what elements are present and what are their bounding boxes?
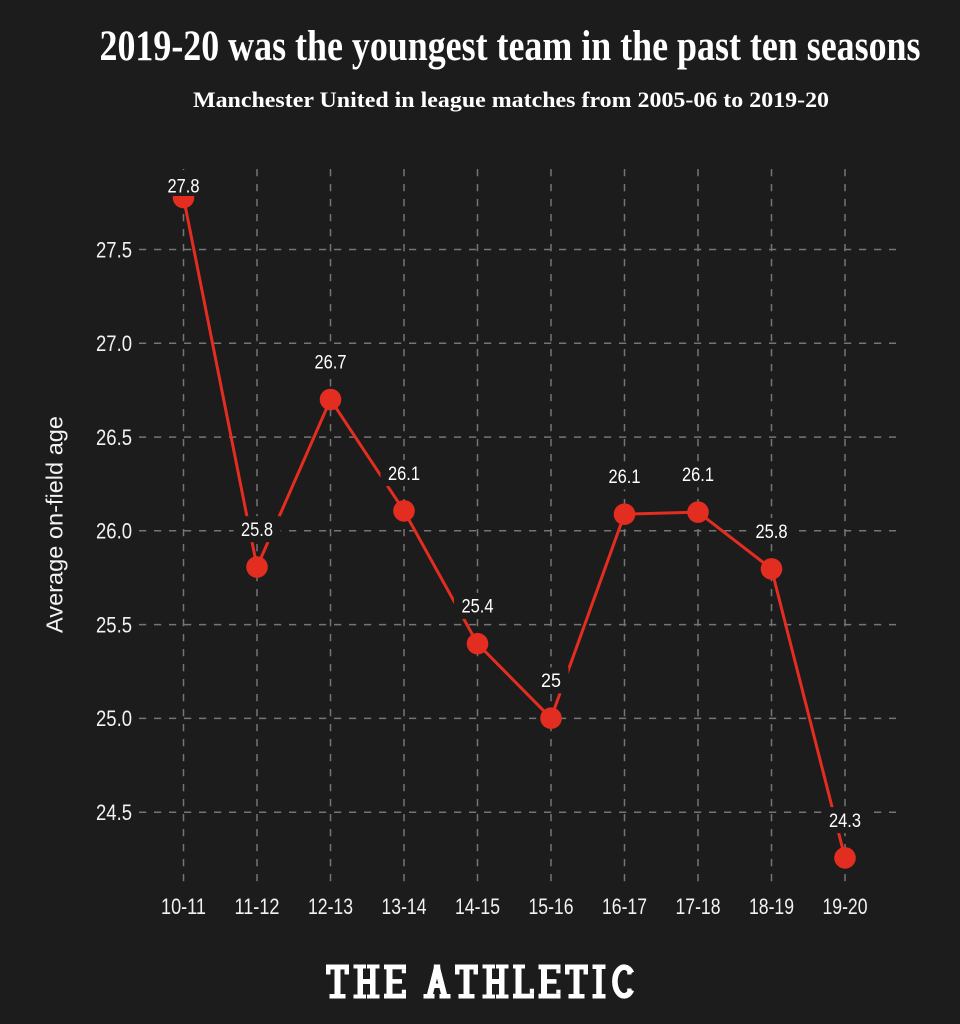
- svg-text:19-20: 19-20: [823, 894, 868, 919]
- svg-text:27.5: 27.5: [96, 237, 132, 262]
- svg-text:15-16: 15-16: [529, 894, 574, 919]
- svg-text:14-15: 14-15: [455, 894, 500, 919]
- svg-text:12-13: 12-13: [308, 894, 353, 919]
- svg-text:27.0: 27.0: [96, 331, 132, 356]
- svg-text:26.1: 26.1: [388, 464, 420, 485]
- svg-text:25.4: 25.4: [462, 597, 494, 618]
- svg-text:18-19: 18-19: [749, 894, 794, 919]
- svg-text:25.8: 25.8: [241, 520, 273, 541]
- svg-text:26.1: 26.1: [682, 465, 714, 486]
- svg-text:26.7: 26.7: [315, 353, 347, 374]
- svg-text:24.5: 24.5: [96, 800, 132, 825]
- svg-text:13-14: 13-14: [382, 894, 427, 919]
- svg-text:25.8: 25.8: [756, 522, 788, 543]
- svg-text:Manchester United in league ma: Manchester United in league matches from…: [193, 87, 829, 112]
- svg-text:2019-20 was the youngest team: 2019-20 was the youngest team in the pas…: [100, 23, 921, 70]
- svg-text:25.0: 25.0: [96, 706, 132, 731]
- svg-text:25: 25: [541, 671, 561, 692]
- svg-text:11-12: 11-12: [235, 894, 280, 919]
- svg-text:25.5: 25.5: [96, 612, 132, 637]
- svg-text:26.1: 26.1: [609, 467, 641, 488]
- svg-text:10-11: 10-11: [161, 894, 206, 919]
- svg-text:26.0: 26.0: [96, 519, 132, 544]
- svg-text:24.3: 24.3: [829, 811, 861, 832]
- svg-text:27.8: 27.8: [168, 176, 200, 197]
- svg-text:17-18: 17-18: [676, 894, 721, 919]
- svg-text:26.5: 26.5: [96, 425, 132, 450]
- svg-text:16-17: 16-17: [602, 894, 647, 919]
- svg-text:Average on-field age: Average on-field age: [42, 416, 68, 633]
